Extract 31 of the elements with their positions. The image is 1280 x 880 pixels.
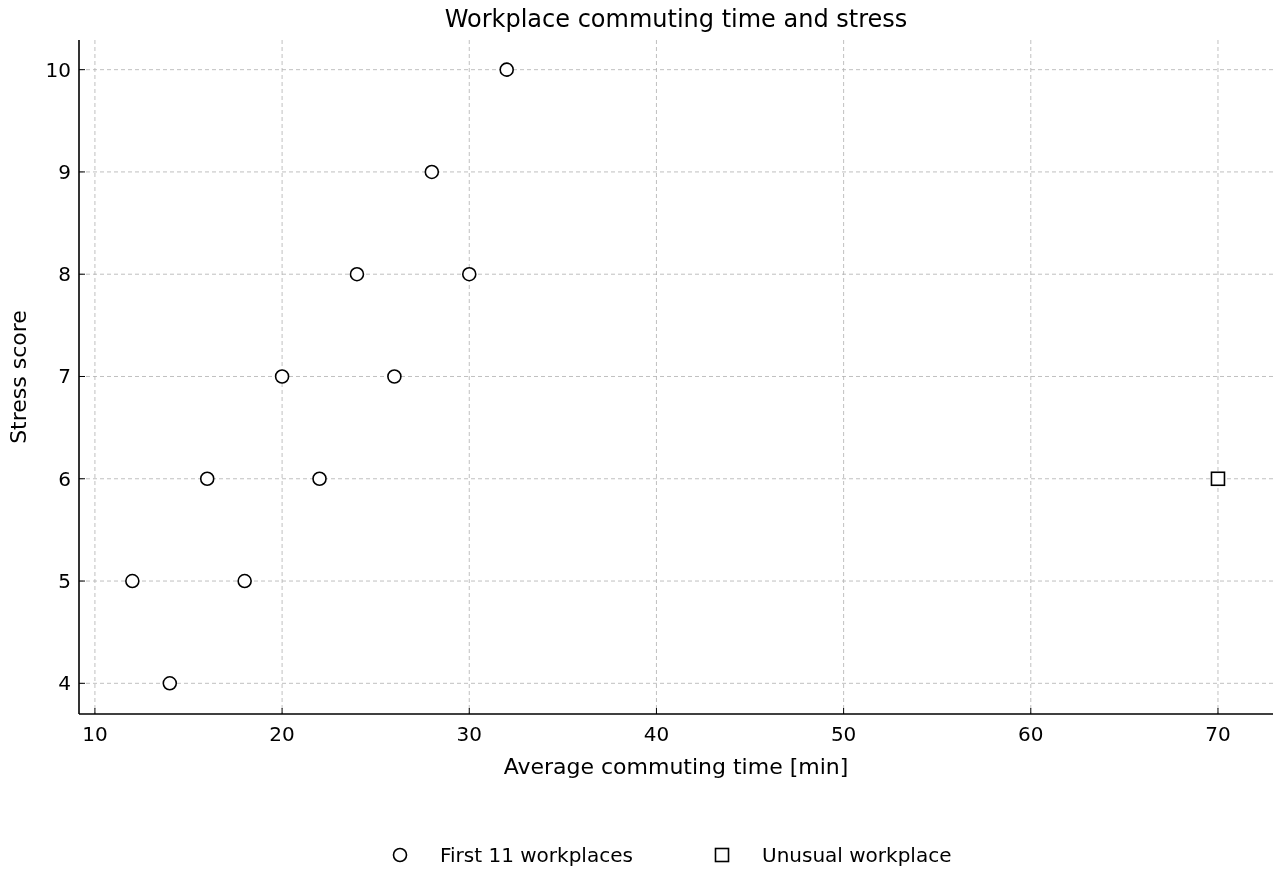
x-tick-label: 10 [82, 722, 108, 746]
legend-label: First 11 workplaces [440, 843, 633, 867]
y-tick-label: 5 [58, 569, 71, 594]
x-tick-label: 50 [830, 722, 857, 746]
point [237, 573, 252, 589]
point [274, 369, 290, 384]
point [1210, 471, 1226, 487]
x-tick-label: 70 [1205, 722, 1231, 746]
point [424, 164, 440, 180]
point [312, 471, 327, 487]
y-tick-label: 9 [58, 159, 71, 184]
x-axis-title: Average commuting time [min] [503, 754, 849, 779]
point [199, 471, 215, 487]
x-tick-label: 20 [269, 722, 295, 746]
point [499, 62, 514, 77]
point [125, 573, 140, 589]
chart-title: Workplace commuting time and stress [444, 5, 908, 33]
point [349, 266, 365, 282]
point [387, 369, 402, 384]
x-tick-label: 40 [643, 722, 670, 746]
legend-label: Unusual workplace [762, 843, 952, 867]
y-tick-label: 4 [58, 671, 71, 696]
x-tick-label: 30 [456, 722, 482, 746]
y-tick-label: 7 [58, 364, 71, 389]
y-tick-label: 10 [45, 57, 71, 82]
y-tick-label: 6 [58, 466, 71, 491]
y-tick-label: 8 [58, 262, 71, 287]
x-tick-label: 60 [1018, 722, 1044, 746]
point [461, 266, 477, 282]
point [162, 676, 178, 691]
y-axis-title: Stress score [6, 310, 31, 444]
